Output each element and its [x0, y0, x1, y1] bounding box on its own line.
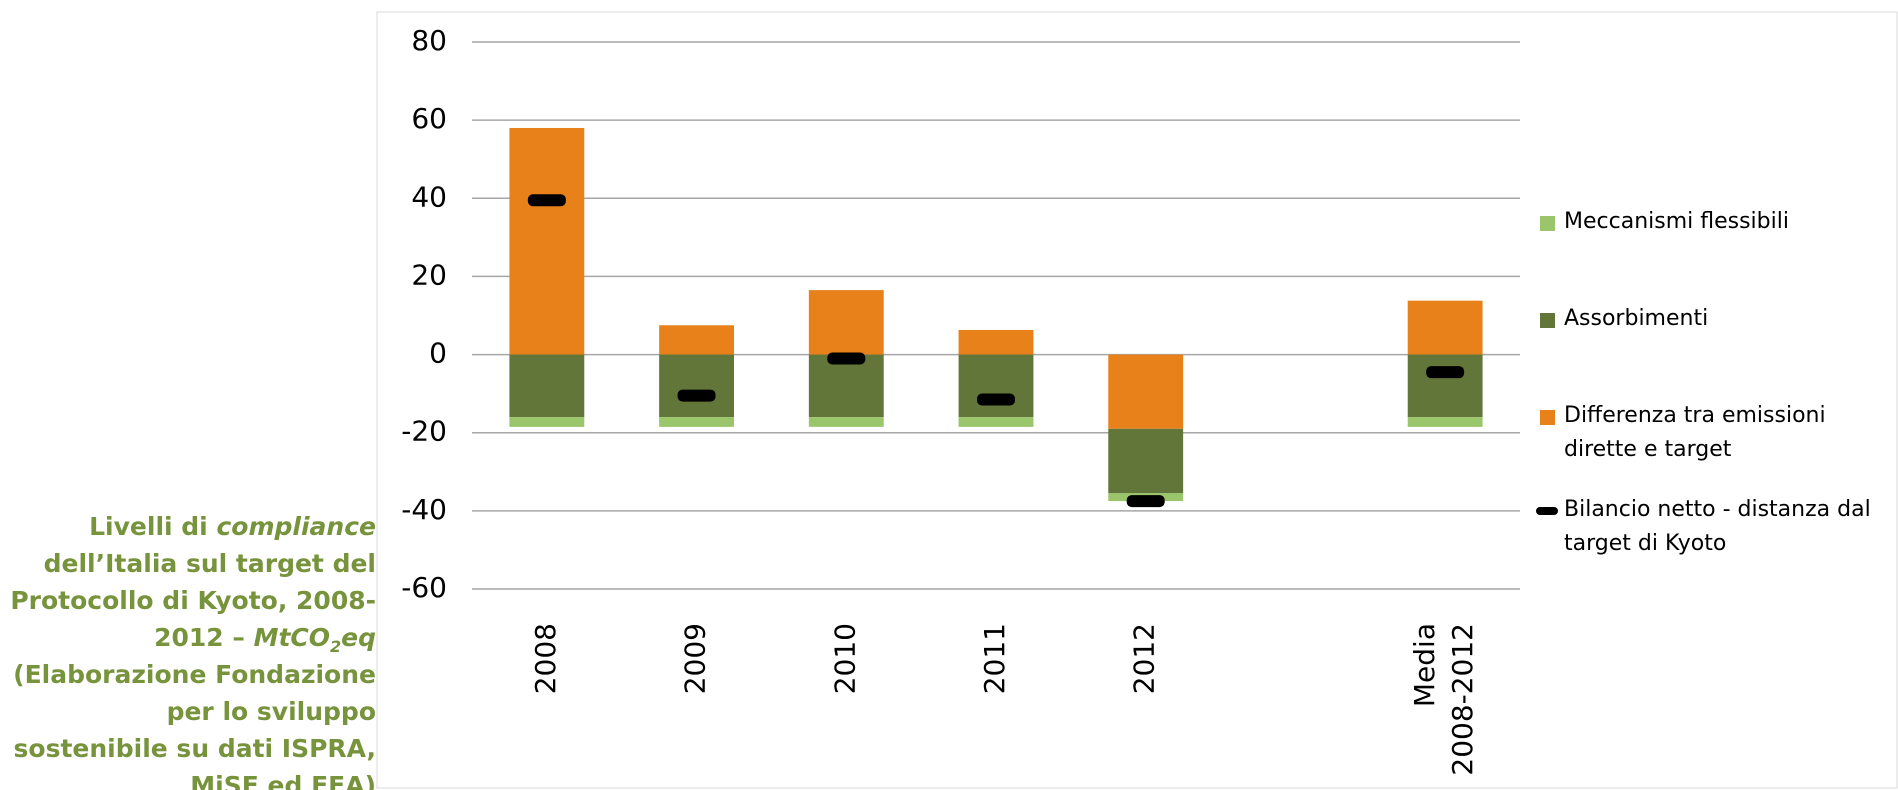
x-tick-label: 2008: [529, 623, 562, 694]
net-balance-marker: [677, 389, 716, 402]
y-tick-label: -40: [401, 493, 447, 526]
bar-segment: [1407, 354, 1483, 418]
net-balance-marker: [977, 393, 1015, 406]
x-tick-label: 2009: [679, 623, 712, 694]
bar-segment: [808, 354, 884, 418]
bar-segment: [1407, 417, 1483, 427]
y-tick-label: -60: [401, 571, 447, 604]
bar-segment: [808, 417, 884, 427]
x-tick-label: 2012: [1128, 623, 1161, 694]
legend-swatch: [1540, 216, 1555, 231]
net-balance-marker: [1126, 495, 1165, 508]
y-tick-label: 60: [411, 102, 447, 135]
caption-part: Livelli di: [89, 512, 217, 541]
caption: Livelli di compliance dell’Italia sul ta…: [10, 508, 376, 790]
caption-part: dell’Italia sul target del Protocollo di…: [10, 549, 376, 652]
bar-segment: [958, 417, 1034, 427]
y-tick-label: 80: [411, 24, 447, 57]
bar-segment: [1407, 300, 1483, 355]
legend-swatch: [1540, 410, 1555, 425]
legend-label: Bilancio netto - distanza dal target di …: [1564, 497, 1871, 556]
bar-segment: [958, 354, 1034, 418]
legend-swatch: [1540, 313, 1555, 328]
bar-segment: [509, 354, 585, 418]
legend-label: Differenza tra emissioni dirette e targe…: [1564, 403, 1826, 462]
bar-segment: [808, 290, 884, 355]
caption-part: (Elaborazione Fondazione per lo sviluppo…: [13, 660, 376, 790]
bar-segment: [659, 354, 734, 418]
bar-segment: [509, 417, 585, 427]
bar-segment: [659, 417, 734, 427]
caption-part: MtCO: [253, 623, 330, 652]
bar-segment: [1108, 354, 1184, 429]
y-tick-label: 20: [411, 258, 447, 291]
bar-segment: [509, 127, 585, 355]
net-balance-marker: [1426, 366, 1465, 379]
bar-segment: [659, 325, 734, 355]
caption-part: 2: [330, 637, 342, 656]
bar-segment: [1108, 428, 1184, 494]
legend-label: Meccanismi flessibili: [1564, 209, 1789, 234]
y-tick-label: 0: [429, 337, 447, 370]
x-tick-label: Media 2008-2012: [1408, 623, 1479, 776]
y-tick-label: 40: [411, 180, 447, 213]
y-tick-label: -20: [401, 415, 447, 448]
net-balance-marker: [827, 352, 866, 365]
chart-border: [376, 11, 1898, 789]
net-balance-marker: [527, 194, 566, 207]
bar-segment: [958, 329, 1034, 355]
caption-part: compliance: [216, 512, 376, 541]
caption-part: eq: [341, 623, 376, 652]
legend-label: Assorbimenti: [1564, 306, 1709, 331]
x-tick-label: 2011: [978, 623, 1011, 694]
x-tick-label: 2010: [828, 623, 861, 694]
legend-swatch: [1536, 507, 1558, 515]
